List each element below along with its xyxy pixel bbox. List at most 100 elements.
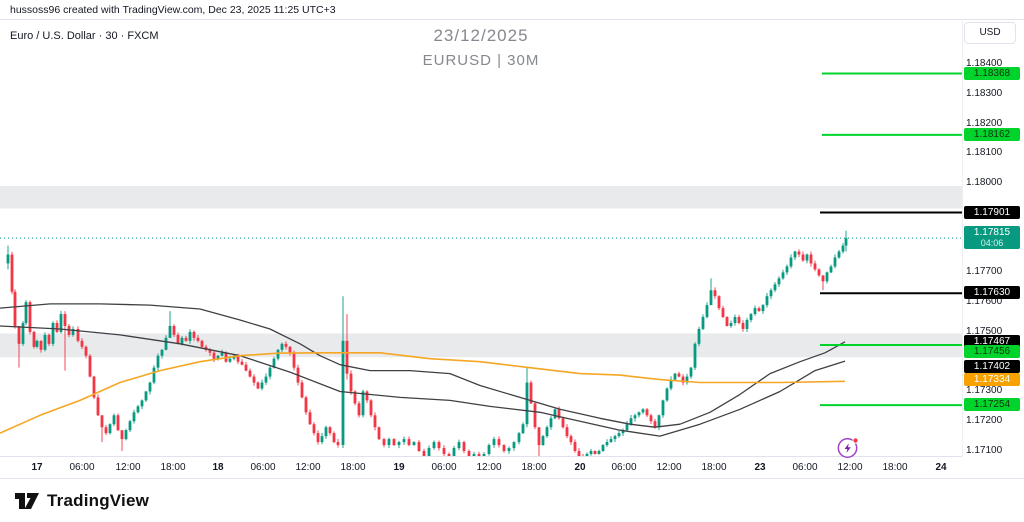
candle <box>164 335 168 351</box>
candle-body <box>805 254 809 261</box>
candle <box>745 317 749 332</box>
candle-body <box>341 340 345 446</box>
candle-body <box>561 418 565 428</box>
candle <box>24 300 28 326</box>
candle-body <box>236 355 240 362</box>
candle <box>152 365 156 385</box>
candle-body <box>507 448 511 452</box>
candle-body <box>172 325 176 335</box>
candle-body <box>312 424 316 434</box>
candle-body <box>629 418 633 425</box>
candle-body <box>336 442 340 446</box>
candle-body <box>733 317 737 323</box>
candle <box>84 345 88 359</box>
candle <box>292 350 296 371</box>
chart-canvas[interactable] <box>0 21 962 463</box>
candle <box>252 374 256 386</box>
candle <box>124 428 128 441</box>
candle <box>288 345 292 356</box>
candle <box>681 374 685 386</box>
candle <box>773 282 777 293</box>
candle-body <box>645 409 649 416</box>
candle <box>645 408 649 417</box>
candle <box>801 251 805 262</box>
candle-body <box>665 388 669 401</box>
candle-body <box>529 382 533 404</box>
price-tick-label: 1.18300 <box>966 87 1003 99</box>
candle <box>264 373 268 385</box>
candle-body <box>697 328 701 344</box>
candle <box>737 314 741 325</box>
candle <box>140 399 144 410</box>
candle <box>200 339 204 349</box>
time-tick-label: 12:00 <box>656 462 682 473</box>
candle <box>541 434 545 446</box>
candle-body <box>357 403 361 416</box>
candle-body <box>349 373 353 392</box>
candle <box>196 335 200 343</box>
candle-body <box>13 291 17 326</box>
candle-body <box>669 379 673 389</box>
candle-body <box>92 376 96 398</box>
candle <box>392 438 396 447</box>
candle-body <box>809 254 813 264</box>
candle <box>781 269 785 280</box>
candle-body <box>387 439 391 446</box>
candle-body <box>276 349 280 359</box>
price-axis-separator <box>962 21 963 456</box>
price-tick-label: 1.17100 <box>966 445 1003 456</box>
supply-demand-zone[interactable] <box>0 186 962 209</box>
candle-body <box>492 439 496 446</box>
candle-body <box>59 314 63 332</box>
candle <box>407 436 411 447</box>
candle-body <box>422 451 426 457</box>
time-axis[interactable]: 17 06:00 12:00 18:00 18 06:00 12:00 18:00 19 06:0… <box>0 456 962 479</box>
candle <box>521 422 525 435</box>
candle-body <box>609 439 613 443</box>
currency-button[interactable]: USD <box>964 22 1016 44</box>
flash-agent-icon[interactable] <box>836 435 861 460</box>
candle <box>753 305 757 316</box>
candle <box>689 366 693 379</box>
candle <box>332 431 336 444</box>
candle <box>487 443 491 456</box>
candle-body <box>685 376 689 383</box>
candle <box>789 254 793 269</box>
candle <box>240 358 244 366</box>
candle-body <box>377 427 381 440</box>
level-price-label: 1.17334 <box>964 373 1020 387</box>
candle <box>308 409 312 425</box>
candle-body <box>184 337 188 341</box>
level-price-label: 1.18162 <box>964 127 1020 141</box>
candle <box>35 339 39 349</box>
candle-body <box>565 427 569 437</box>
candle-body <box>24 302 28 323</box>
candle <box>96 394 100 417</box>
candle <box>349 370 353 395</box>
candle-body <box>402 439 406 443</box>
candle <box>777 276 781 288</box>
candle-body <box>765 296 769 306</box>
candle <box>669 376 673 391</box>
candle-body <box>244 364 248 371</box>
candle <box>92 375 96 400</box>
tradingview-logo[interactable]: TradingView <box>14 490 149 512</box>
candle-body <box>116 415 120 431</box>
candle-body <box>521 424 525 434</box>
candle-body <box>681 376 685 383</box>
candle-body <box>487 445 491 454</box>
supply-demand-zone[interactable] <box>0 333 962 358</box>
candle <box>71 326 75 337</box>
candle-body <box>472 453 476 457</box>
candle <box>6 245 10 270</box>
candle-body <box>382 439 386 446</box>
candle <box>341 296 345 449</box>
candle <box>805 253 809 264</box>
candle <box>63 311 67 371</box>
candle <box>761 304 765 314</box>
candle-body <box>284 343 288 347</box>
level-price-label: 1.17456 <box>964 345 1020 359</box>
price-tick-label: 1.18100 <box>966 147 1003 159</box>
candle <box>43 332 47 352</box>
candle <box>276 349 280 361</box>
